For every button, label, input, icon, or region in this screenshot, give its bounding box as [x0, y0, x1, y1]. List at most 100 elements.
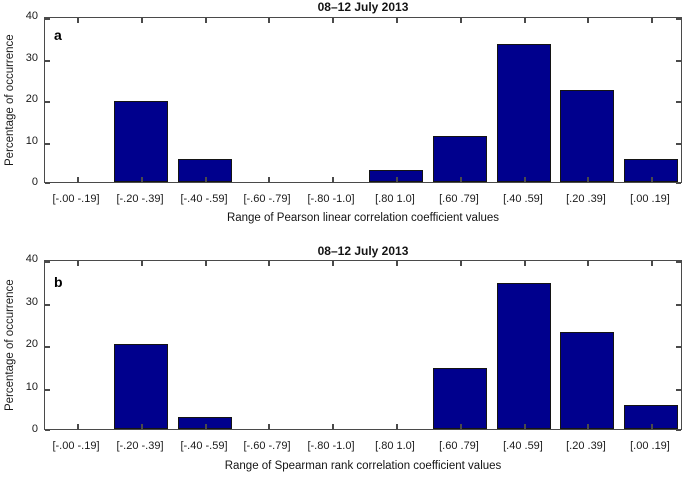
x-tick-top [460, 18, 462, 23]
x-tick-bottom [332, 177, 334, 182]
x-tick-top [141, 18, 143, 23]
x-tick-top [77, 18, 79, 23]
x-tick-bottom [396, 177, 398, 182]
y-tick-right [676, 346, 681, 348]
x-tick-label: [.00 .19] [630, 440, 670, 452]
x-tick-label: [-.00 -.19] [52, 193, 100, 205]
x-tick-bottom [460, 177, 462, 182]
x-tick-label: [.00 .19] [630, 193, 670, 205]
x-tick-top [205, 18, 207, 23]
y-tick-right [676, 182, 681, 184]
chart-title: 08–12 July 2013 [317, 244, 409, 258]
panel-letter: a [54, 27, 62, 43]
y-tick-left [45, 143, 50, 145]
bar-a-8 [560, 90, 614, 182]
x-tick-bottom [587, 177, 589, 182]
y-tick-label: 10 [25, 381, 38, 393]
y-tick-left [45, 429, 50, 431]
bar-b-1 [114, 344, 168, 429]
x-tick-top [141, 261, 143, 266]
x-tick-label: [-.40 -.59] [180, 193, 228, 205]
plot-area [44, 260, 682, 431]
x-tick-label: [-.60 -.79] [243, 193, 291, 205]
plot-area [44, 17, 682, 184]
x-tick-top [332, 261, 334, 266]
y-tick-right [676, 389, 681, 391]
x-tick-bottom [268, 177, 270, 182]
x-axis-label: Range of Pearson linear correlation coef… [226, 212, 500, 224]
bar-b-6 [433, 368, 487, 429]
x-tick-bottom [205, 424, 207, 429]
y-tick-right [676, 261, 681, 263]
x-tick-top [651, 18, 653, 23]
x-tick-label: [-.40 -.59] [180, 440, 228, 452]
y-tick-label: 20 [25, 93, 38, 105]
x-tick-top [587, 18, 589, 23]
x-tick-bottom [587, 424, 589, 429]
x-tick-label: [.60 .79] [439, 440, 479, 452]
x-tick-top [460, 261, 462, 266]
y-tick-left [45, 261, 50, 263]
chart-panel-b: 08–12 July 2013 b Percentage of occurren… [0, 238, 685, 477]
y-tick-label: 40 [25, 10, 38, 22]
y-tick-label: 0 [31, 423, 38, 435]
y-tick-label: 30 [25, 52, 38, 64]
bar-a-6 [433, 136, 487, 182]
x-tick-top [205, 261, 207, 266]
bar-b-8 [560, 332, 614, 429]
x-tick-label: [-.00 -.19] [52, 440, 100, 452]
x-tick-bottom [460, 424, 462, 429]
x-tick-label: [.40 .59] [503, 440, 543, 452]
x-tick-label: [.40 .59] [503, 193, 543, 205]
x-tick-top [77, 261, 79, 266]
x-tick-bottom [651, 177, 653, 182]
x-tick-label: [.20 .39] [566, 193, 606, 205]
x-tick-top [524, 261, 526, 266]
x-tick-bottom [77, 424, 79, 429]
y-tick-left [45, 60, 50, 62]
chart-title: 08–12 July 2013 [317, 0, 409, 14]
x-tick-label: [.80 1.0] [375, 193, 415, 205]
x-tick-top [651, 261, 653, 266]
y-tick-right [676, 304, 681, 306]
x-tick-bottom [651, 424, 653, 429]
panel-letter: b [54, 274, 63, 290]
x-tick-bottom [268, 424, 270, 429]
x-tick-bottom [77, 177, 79, 182]
x-tick-top [396, 18, 398, 23]
y-tick-right [676, 429, 681, 431]
x-tick-top [524, 18, 526, 23]
x-tick-bottom [396, 424, 398, 429]
x-tick-bottom [332, 424, 334, 429]
x-tick-label: [-.80 -1.0] [307, 193, 355, 205]
y-tick-left [45, 101, 50, 103]
x-tick-bottom [141, 177, 143, 182]
y-tick-label: 20 [25, 338, 38, 350]
bar-a-1 [114, 101, 168, 182]
x-tick-label: [-.80 -1.0] [307, 440, 355, 452]
x-tick-label: [.20 .39] [566, 440, 606, 452]
x-tick-bottom [205, 177, 207, 182]
x-tick-label: [-.20 -.39] [116, 440, 164, 452]
y-tick-left [45, 182, 50, 184]
chart-panel-a: 08–12 July 2013 a Percentage of occurren… [0, 0, 685, 238]
y-tick-right [676, 143, 681, 145]
y-tick-left [45, 304, 50, 306]
x-tick-top [332, 18, 334, 23]
y-tick-label: 10 [25, 135, 38, 147]
y-tick-label: 0 [31, 176, 38, 188]
x-tick-top [268, 261, 270, 266]
y-tick-right [676, 18, 681, 20]
bar-b-7 [497, 283, 551, 429]
x-tick-top [268, 18, 270, 23]
x-tick-top [396, 261, 398, 266]
y-tick-left [45, 389, 50, 391]
y-tick-right [676, 60, 681, 62]
x-tick-bottom [524, 177, 526, 182]
x-tick-label: [.80 1.0] [375, 440, 415, 452]
y-tick-left [45, 346, 50, 348]
y-tick-right [676, 101, 681, 103]
bar-a-7 [497, 44, 551, 182]
x-tick-top [587, 261, 589, 266]
